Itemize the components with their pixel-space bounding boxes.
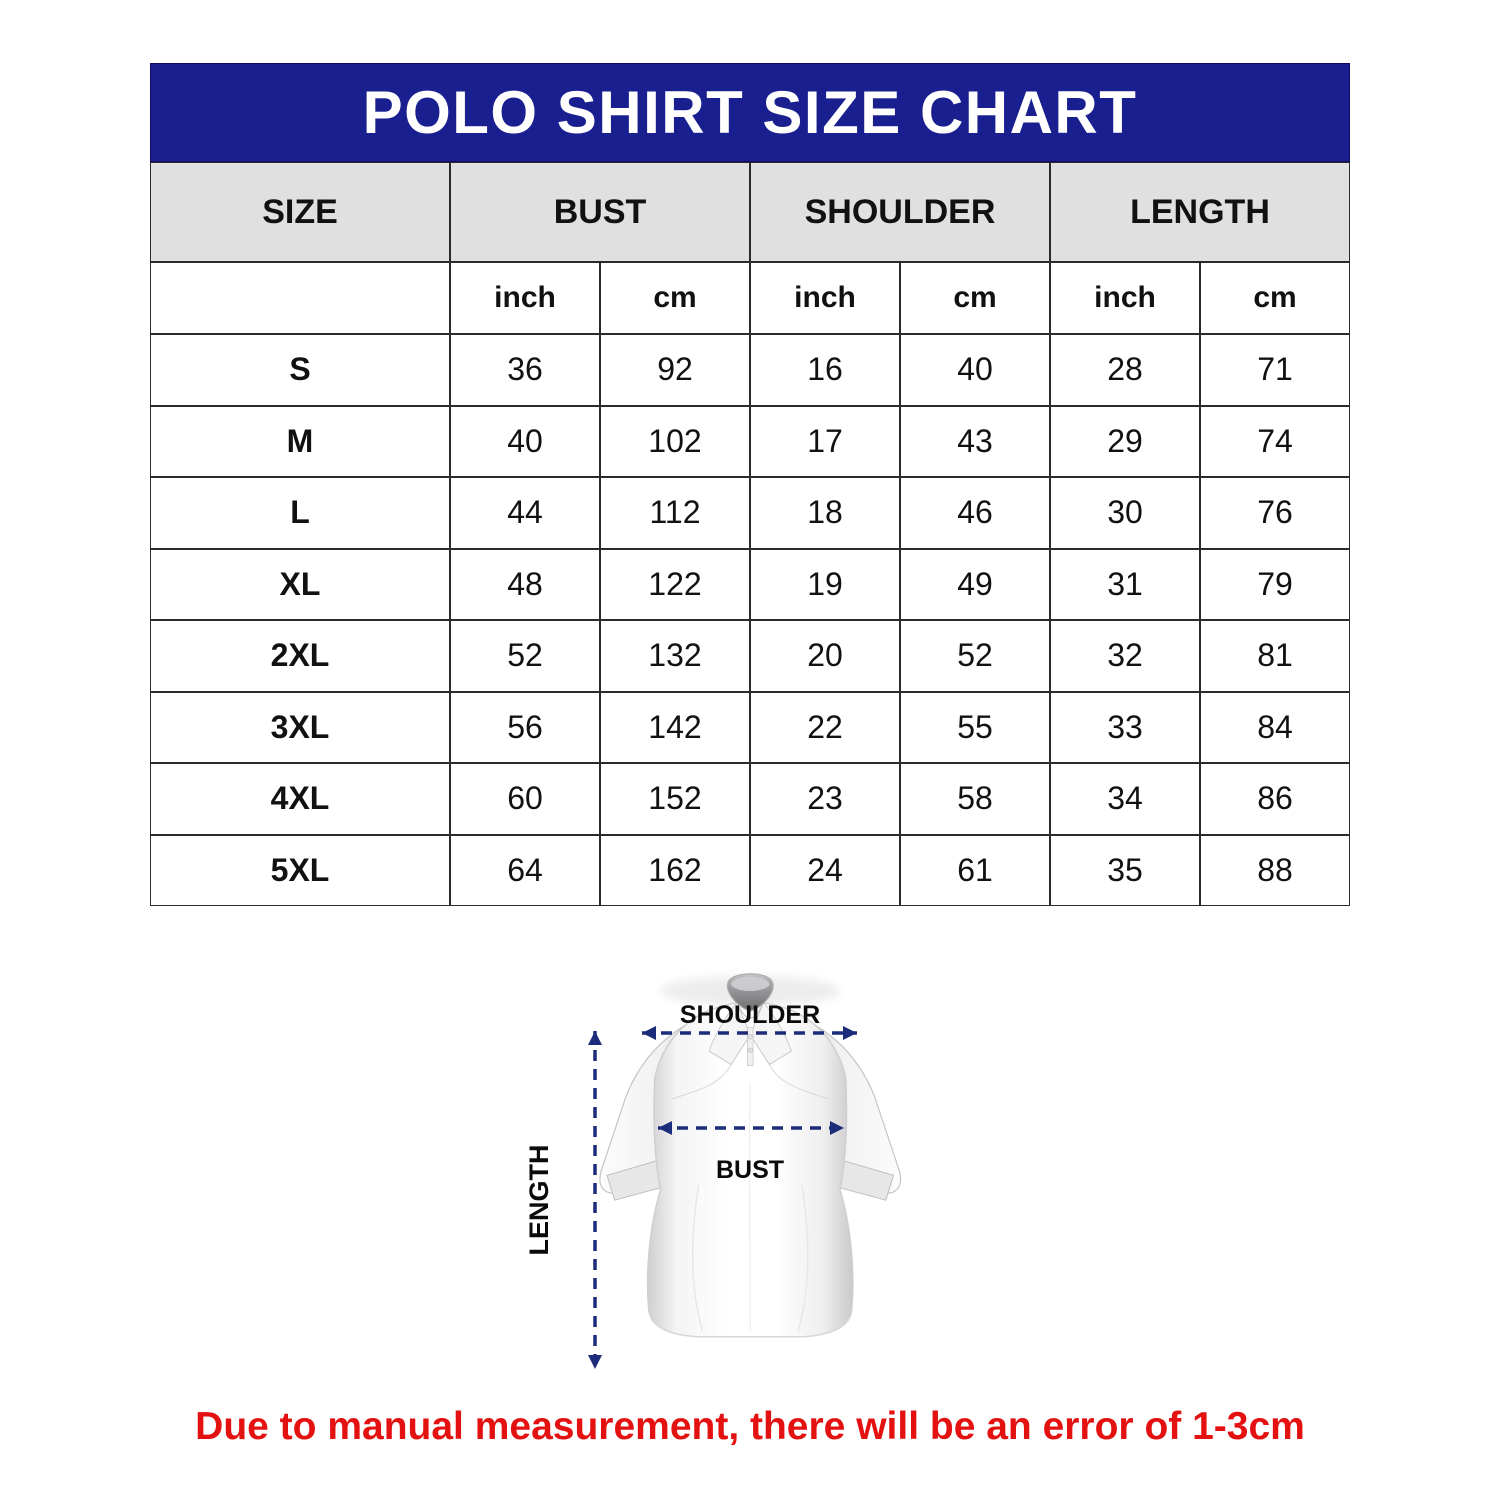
svg-text:BUST: BUST <box>716 1156 784 1184</box>
svg-text:LENGTH: LENGTH <box>524 1145 554 1256</box>
svg-text:SHOULDER: SHOULDER <box>680 1001 820 1029</box>
